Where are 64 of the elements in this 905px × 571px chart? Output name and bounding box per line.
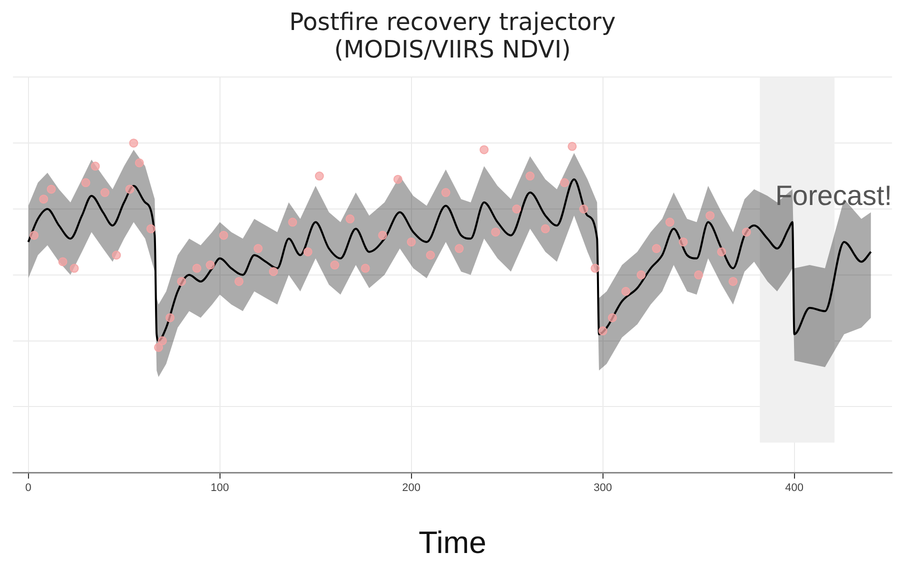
point [146,224,156,234]
x-tick-label: 200 [402,482,421,494]
point [454,244,464,254]
point [206,260,215,270]
point [598,326,608,336]
point [154,342,164,352]
point [81,178,90,188]
annotation: Forecast! [775,180,892,211]
point [526,172,535,181]
point [288,218,298,227]
point [665,218,674,227]
point [90,162,100,171]
point [426,250,435,260]
x-tick-label: 400 [785,482,804,494]
point [694,270,704,280]
point [192,264,202,273]
point [158,336,167,346]
point [177,276,186,286]
point [717,247,726,256]
point [70,264,79,273]
point [46,184,56,194]
point [678,237,688,246]
point [346,214,355,224]
point [608,313,617,322]
x-axis-title: Time [418,524,486,560]
point [129,138,138,148]
point [125,184,134,194]
point [254,244,263,254]
point [652,244,661,254]
point [491,228,500,237]
point [560,178,570,188]
point [30,230,39,240]
point [540,224,550,234]
point [234,276,244,286]
point [100,188,110,198]
point [378,230,388,240]
point [219,230,228,240]
point [314,172,324,181]
point [512,204,522,214]
point [590,264,600,273]
chart-title: Postfire recovery trajectory (MODIS/VIIRS NDVI) [289,8,616,64]
point [441,188,450,198]
point [480,145,489,154]
point [706,211,715,220]
point [393,174,402,184]
point [579,204,588,214]
point [621,286,630,296]
point [58,257,68,266]
x-tick-label: 100 [210,482,230,494]
point [134,158,144,168]
point [636,270,646,280]
x-tick-label: 0 [25,482,32,494]
point [303,247,312,256]
point [406,237,416,246]
point [268,267,278,276]
point [166,313,175,322]
point [742,228,751,237]
point [330,260,340,270]
point [112,250,121,260]
x-tick-label: 300 [594,482,612,494]
point [728,276,738,286]
point [39,194,48,204]
point [568,142,577,151]
point [360,264,370,273]
